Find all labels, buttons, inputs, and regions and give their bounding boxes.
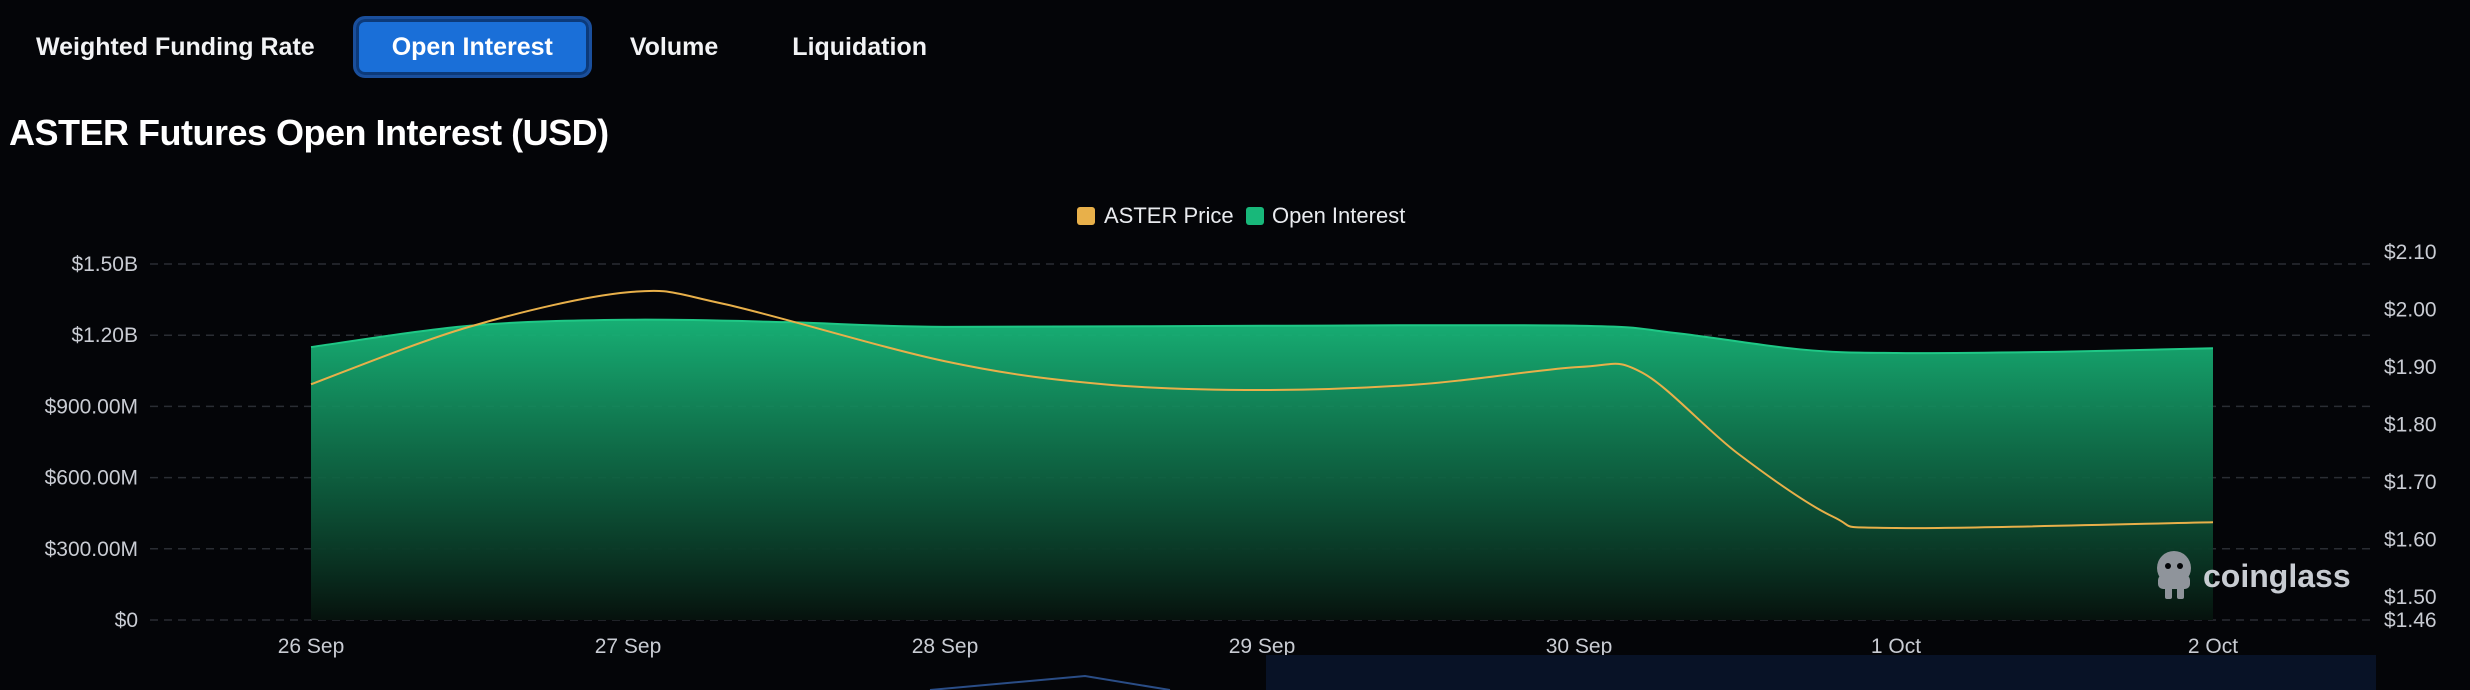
aster-price-line[interactable] (310, 289, 2214, 530)
legend: ASTER Price Open Interest (1077, 203, 1405, 228)
open-interest-area[interactable] (311, 319, 2213, 620)
right-tick-label: $1.70 (2384, 471, 2437, 494)
left-y-axis: $0 $300.00M $600.00M $900.00M $1.20B $1.50B (45, 253, 138, 632)
left-tick-label: $0 (115, 609, 138, 632)
tab-open-interest[interactable]: Open Interest (352, 16, 592, 78)
x-tick-label: 28 Sep (912, 635, 979, 658)
watermark-text: coinglass (2203, 558, 2351, 594)
x-tick-label: 30 Sep (1546, 635, 1613, 658)
right-tick-label: $2.00 (2384, 299, 2437, 322)
right-tick-label: $2.10 (2384, 241, 2437, 264)
chart-title: ASTER Futures Open Interest (USD) (9, 112, 609, 153)
tab-weighted-funding-rate[interactable]: Weighted Funding Rate (36, 32, 315, 61)
x-tick-label: 26 Sep (278, 635, 345, 658)
right-tick-label: $1.60 (2384, 529, 2437, 552)
legend-label-price[interactable]: ASTER Price (1104, 203, 1234, 228)
left-tick-label: $1.20B (71, 324, 138, 347)
series-layer (310, 289, 2214, 620)
tab-liquidation[interactable]: Liquidation (792, 32, 927, 61)
open-interest-line[interactable] (310, 318, 2214, 355)
tab-bar: Weighted Funding Rate Open Interest Volu… (0, 12, 965, 82)
left-tick-label: $1.50B (71, 253, 138, 276)
navigator-preview (929, 655, 2376, 690)
legend-swatch-price[interactable] (1077, 207, 1095, 225)
x-tick-label: 1 Oct (1871, 635, 1921, 658)
right-y-axis: $1.46$1.50 $1.60 $1.70 $1.80 $1.90 $2.00 $2.10 (2384, 241, 2437, 632)
right-tick-label: $1.80 (2384, 414, 2437, 437)
x-tick-label: 27 Sep (595, 635, 662, 658)
coinglass-logo-icon (2157, 551, 2191, 599)
tab-volume[interactable]: Volume (629, 32, 719, 61)
x-axis: 26 Sep 27 Sep 28 Sep 29 Sep 30 Sep 1 Oct 2 Oct (278, 635, 2239, 658)
legend-swatch-open-interest[interactable] (1246, 207, 1264, 225)
left-tick-label: $300.00M (45, 538, 138, 561)
x-tick-label: 2 Oct (2188, 635, 2238, 658)
right-tick-label: $1.90 (2384, 356, 2437, 379)
right-tick-label: $1.46 (2384, 609, 2437, 632)
legend-label-open-interest[interactable]: Open Interest (1272, 203, 1405, 228)
right-tick-label: $1.50 (2384, 586, 2437, 609)
x-tick-label: 29 Sep (1229, 635, 1296, 658)
coinglass-watermark: coinglass (2157, 551, 2351, 599)
left-tick-label: $600.00M (45, 467, 138, 490)
left-tick-label: $900.00M (45, 395, 138, 418)
